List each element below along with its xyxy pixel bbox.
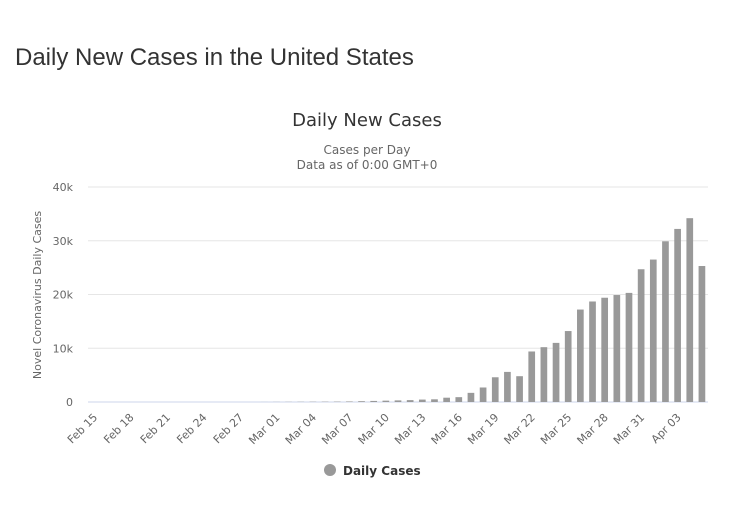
x-tick-label: Feb 18 [101,411,136,446]
y-axis-label: Novel Coronavirus Daily Cases [31,211,44,379]
bar[interactable] [699,266,706,402]
bar[interactable] [383,401,390,402]
legend-item-daily-cases[interactable]: Daily Cases [324,464,421,478]
bar[interactable] [638,269,645,402]
daily-new-cases-chart: Daily New Cases Cases per Day Data as of… [0,95,733,501]
bar[interactable] [455,397,462,402]
bar[interactable] [346,401,353,402]
bar[interactable] [528,351,535,402]
x-tick-label: Feb 24 [174,411,209,446]
bar[interactable] [407,400,414,402]
page-title: Daily New Cases in the United States [15,44,414,72]
x-tick-label: Mar 19 [465,411,501,447]
x-tick-label: Apr 03 [649,411,684,446]
x-tick-label: Mar 16 [429,411,465,447]
bar[interactable] [443,398,450,402]
x-tick-label: Mar 25 [538,411,574,447]
bar[interactable] [662,241,669,402]
bar[interactable] [613,295,620,402]
bar[interactable] [553,343,560,402]
y-axis-ticks: 0 10k 20k 30k 40k [53,181,74,409]
chart-subtitle: Cases per Day [324,143,411,157]
x-tick-label: Mar 01 [246,411,282,447]
bar[interactable] [492,377,499,402]
y-tick-label: 30k [53,235,74,248]
x-tick-label: Mar 22 [502,411,538,447]
bar[interactable] [468,393,475,402]
bar[interactable] [395,400,402,402]
bar[interactable] [541,347,548,402]
bar[interactable] [589,301,596,402]
bar[interactable] [370,401,377,402]
x-tick-label: Mar 13 [392,411,428,447]
chart-title: Daily New Cases [292,110,442,131]
legend-marker [324,464,336,476]
y-tick-label: 20k [53,289,74,302]
bar[interactable] [674,229,681,402]
x-tick-label: Mar 10 [356,411,392,447]
x-tick-label: Mar 04 [283,411,319,447]
bar[interactable] [650,260,657,402]
bar[interactable] [626,293,633,402]
x-tick-label: Feb 15 [65,411,100,446]
bar[interactable] [480,387,487,402]
bar[interactable] [431,399,438,402]
x-tick-label: Feb 27 [211,411,246,446]
chart-container: Daily New Cases Cases per Day Data as of… [0,95,733,501]
x-tick-label: Mar 28 [575,411,611,447]
bar[interactable] [419,400,426,402]
x-tick-label: Mar 07 [319,411,355,447]
y-tick-label: 0 [66,396,73,409]
x-tick-label: Mar 31 [611,411,647,447]
bar[interactable] [516,376,523,402]
bar[interactable] [565,331,572,402]
y-tick-label: 10k [53,342,74,355]
x-tick-label: Feb 21 [138,411,173,446]
bar[interactable] [577,310,584,402]
bar[interactable] [601,298,608,402]
chart-subtitle-date: Data as of 0:00 GMT+0 [297,158,438,172]
legend-label: Daily Cases [343,464,421,478]
bar[interactable] [686,218,693,402]
bar[interactable] [504,372,511,402]
y-tick-label: 40k [53,181,74,194]
bars [261,218,705,402]
bar[interactable] [358,401,365,402]
